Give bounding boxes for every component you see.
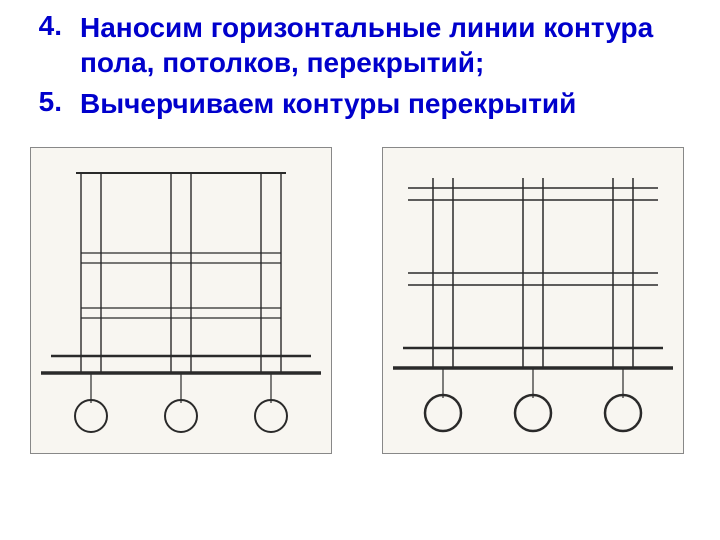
list-number: 5. xyxy=(30,86,80,118)
list-item: 4. Наносим горизонтальные линии контура … xyxy=(30,10,690,80)
diagram-left xyxy=(30,147,332,454)
diagram-row xyxy=(0,127,720,454)
ordered-list: 4. Наносим горизонтальные линии контура … xyxy=(0,0,720,121)
list-number: 4. xyxy=(30,10,80,42)
diagram-right-svg xyxy=(383,148,683,448)
diagram-right xyxy=(382,147,684,454)
list-text: Наносим горизонтальные линии контура пол… xyxy=(80,10,690,80)
diagram-left-svg xyxy=(31,148,331,448)
list-text: Вычерчиваем контуры перекрытий xyxy=(80,86,690,121)
list-item: 5. Вычерчиваем контуры перекрытий xyxy=(30,86,690,121)
